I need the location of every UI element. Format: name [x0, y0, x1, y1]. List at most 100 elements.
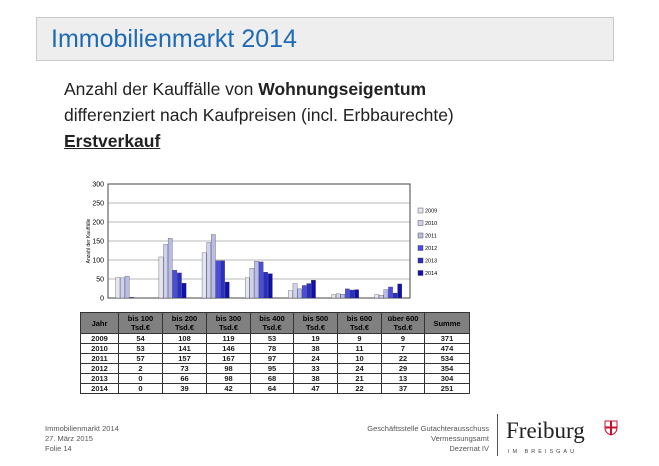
footer-right: Geschäftsstelle Gutachterausschuss Verme… [367, 424, 489, 454]
legend-label: 2009 [425, 209, 437, 215]
footer-office: Geschäftsstelle Gutachterausschuss [367, 424, 489, 433]
table-cell: 22 [381, 353, 425, 364]
legend-label: 2014 [425, 271, 437, 277]
table-cell: 37 [381, 383, 425, 394]
table-row: 2011 57 157 167 97 24 10 22 534 [80, 353, 470, 364]
bar [163, 244, 168, 299]
table-header-cell: bis 400 Tsd.€ [250, 312, 294, 334]
heading-bold: Wohnungseigentum [258, 79, 427, 99]
bar [249, 268, 255, 299]
bar [220, 260, 225, 299]
table-cell: 2014 [80, 383, 119, 394]
table-row: 2013 0 66 98 68 38 21 13 304 [80, 373, 470, 384]
table-cell: 2010 [80, 343, 119, 354]
table-cell: 9 [381, 333, 425, 344]
table-cell: 0 [118, 373, 163, 384]
bar [215, 260, 221, 299]
data-table: Jahr bis 100 Tsd.€ bis 200 Tsd.€ bis 300 Tsd.€… [80, 312, 470, 394]
legend-swatch [417, 220, 424, 226]
table-cell: 108 [162, 333, 207, 344]
legend-swatch [417, 232, 424, 239]
table-cell: 157 [162, 353, 207, 364]
table-cell: 22 [337, 383, 382, 394]
title-bar: Immobilienmarkt 2014 [36, 17, 614, 61]
bar [263, 272, 268, 299]
table-cell: 33 [293, 363, 338, 374]
bar [297, 288, 302, 299]
bar [374, 294, 379, 299]
bar [206, 242, 212, 299]
table-header-cell: bis 300 Tsd.€ [206, 312, 251, 334]
table-cell: 42 [206, 383, 251, 394]
table-cell: 251 [424, 383, 470, 394]
bar [211, 234, 216, 299]
heading-prefix: Anzahl der Kauffälle von [64, 79, 259, 99]
table-row: 2009 54 108 119 53 19 9 9 371 [80, 333, 470, 344]
table-cell: 38 [293, 373, 338, 384]
y-tick-label: 50 [96, 277, 104, 284]
table-cell: 98 [206, 373, 251, 384]
table-cell: 38 [293, 343, 338, 354]
table-header-cell: Jahr [80, 312, 119, 334]
bar [177, 272, 182, 299]
table-cell: 29 [381, 363, 425, 374]
footer-divider [497, 414, 498, 456]
bar [388, 286, 393, 299]
bar-chart: 0 50 100 150 200 250 300 Anzahl der Kauffälle 20… [86, 182, 437, 303]
bar [288, 290, 293, 299]
table-row: 2012 2 73 98 95 33 24 29 354 [80, 363, 470, 374]
bar [379, 295, 384, 299]
y-tick-label: 0 [100, 296, 104, 303]
bar [301, 285, 307, 299]
table-cell: 11 [337, 343, 382, 354]
y-axis-label: Anzahl der Kauffälle [86, 218, 92, 263]
heading-line-2: differenziert nach Kaufpreisen (incl. Er… [64, 105, 454, 125]
table-cell: 304 [424, 373, 470, 384]
bar [254, 260, 259, 299]
footer-date: 27. März 2015 [45, 434, 93, 443]
bar [124, 276, 130, 299]
table-cell: 68 [250, 373, 294, 384]
table-cell: 66 [162, 373, 207, 384]
table-cell: 2013 [80, 373, 119, 384]
bar [345, 288, 350, 299]
table-row: 2014 0 39 42 64 47 22 37 251 [80, 383, 470, 394]
bar [354, 289, 359, 299]
coat-of-arms-icon [604, 420, 618, 436]
table-header-cell: bis 500 Tsd.€ [293, 312, 338, 334]
table-cell: 64 [250, 383, 294, 394]
table-cell: 2011 [80, 353, 119, 364]
bar [335, 293, 341, 299]
bar [258, 261, 264, 299]
table-cell: 53 [118, 343, 163, 354]
table-cell: 141 [162, 343, 207, 354]
bar [129, 297, 134, 299]
table-body: 2009 54 108 119 53 19 9 9 371 2010 53 141 146 78 38 11 7… [80, 333, 470, 394]
legend-swatch [417, 257, 424, 264]
bar [383, 289, 389, 299]
y-tick-label: 100 [92, 258, 104, 265]
legend-label: 2011 [425, 234, 437, 240]
logo-word: Freiburg [506, 418, 585, 443]
freiburg-logo: Freiburg IM BREISGAU [506, 418, 618, 458]
table-cell: 2 [118, 363, 163, 374]
bar [349, 289, 355, 299]
bar [331, 294, 336, 299]
table-cell: 47 [293, 383, 338, 394]
table-cell: 13 [381, 373, 425, 384]
bar [311, 279, 316, 299]
table-cell: 97 [250, 353, 294, 364]
table-cell: 354 [424, 363, 470, 374]
table-cell: 119 [206, 333, 251, 344]
table-header-cell: über 600 Tsd.€ [381, 312, 425, 334]
footer-agency: Vermessungsamt [431, 434, 489, 443]
legend-swatch [417, 207, 424, 214]
y-tick-label: 300 [92, 182, 104, 189]
table-cell: 371 [424, 333, 470, 344]
y-tick-label: 250 [92, 201, 104, 208]
table-cell: 474 [424, 343, 470, 354]
bar [120, 277, 125, 299]
footer-title: Immobilienmarkt 2014 [45, 424, 119, 433]
table-header-cell: bis 600 Tsd.€ [337, 312, 382, 334]
bar [181, 283, 187, 299]
